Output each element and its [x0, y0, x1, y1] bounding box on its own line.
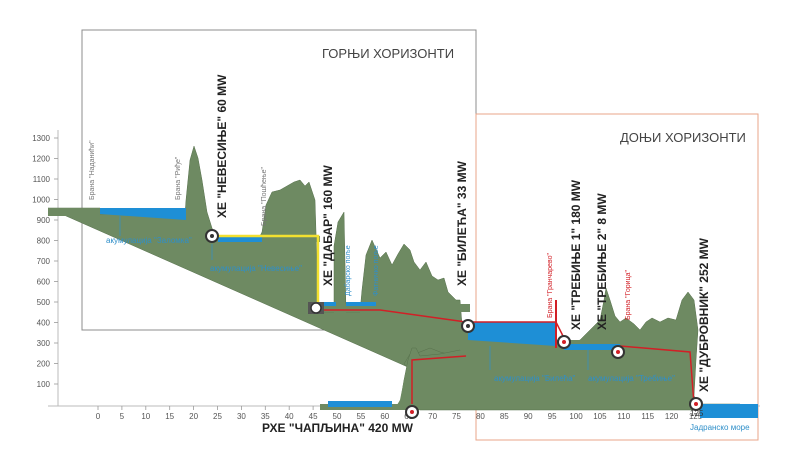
x-tick-label: 45: [309, 412, 318, 421]
tunnel-capljina: [411, 355, 467, 404]
reservoir-zalomka-water: [100, 208, 186, 220]
reservoir-bileca-label: акумулација "Билећа": [494, 374, 576, 383]
ground-strip-nevesinje: [210, 236, 320, 242]
plant-trebinje2-icon[interactable]: [611, 345, 625, 359]
field-dabarsko-label: Дабарско поље: [344, 245, 352, 296]
x-tick-label: 20: [189, 412, 198, 421]
tunnel-dabar-fatnica: [322, 309, 467, 323]
dam-rijeka-label: Брана "Риђе": [175, 156, 182, 200]
plant-bileca-icon[interactable]: [461, 319, 475, 333]
dam-grancarevo-label: Брана "Гранчарево": [547, 253, 554, 318]
x-tick-label: 60: [380, 412, 389, 421]
plant-dabar-label: ХЕ "ДАБАР" 160 MW: [321, 165, 335, 286]
adriatic-sea-water: [700, 404, 758, 418]
x-tick-label: 0: [96, 412, 101, 421]
reservoir-zalomka-label: акумулација "Заломка": [106, 236, 192, 245]
y-tick-label: 500: [37, 298, 51, 307]
plant-dubrovnik-icon[interactable]: [689, 397, 703, 411]
plant-nevesinje-icon[interactable]: [205, 229, 219, 243]
plant-nevesinje-label: ХЕ "НЕВЕСИЊЕ" 60 MW: [215, 74, 229, 218]
y-tick-label: 800: [37, 237, 51, 246]
x-tick-label: 55: [356, 412, 365, 421]
x-tick-label: 35: [261, 412, 270, 421]
ground-strip-dabar: [310, 304, 470, 312]
x-tick-label: 40: [285, 412, 294, 421]
x-tick-label: 70: [428, 412, 437, 421]
plant-trebinje1-icon[interactable]: [557, 335, 571, 349]
x-tick-label: 75: [452, 412, 461, 421]
plant-dabar-icon[interactable]: [308, 302, 324, 314]
x-tick-label: 95: [548, 412, 557, 421]
tunnel-nevesinje-dabar: [216, 234, 320, 304]
x-tick-label: 105: [593, 412, 607, 421]
x-tick-label: 125: [689, 412, 703, 421]
plant-capljina-icon[interactable]: [405, 405, 419, 419]
y-tick-label: 1200: [32, 155, 50, 164]
y-tick-label: 200: [37, 360, 51, 369]
reservoir-nevesinje-water: [218, 236, 262, 242]
y-tick-label: 600: [37, 278, 51, 287]
y-tick-label: 1000: [32, 196, 50, 205]
reservoir-nevesinje-label: акумулација "Невесиње": [210, 264, 302, 273]
x-tick-label: 5: [120, 412, 125, 421]
y-tick-label: 300: [37, 339, 51, 348]
x-tick-label: 30: [237, 412, 246, 421]
sea-km-label: 125: [690, 409, 704, 418]
x-tick-label: 100: [569, 412, 583, 421]
adriatic-sea-label: Јадранско море: [690, 423, 750, 432]
lower-horizons-frame: [475, 113, 759, 441]
x-tick-label: 25: [213, 412, 222, 421]
x-axis-ticks: 0510152025303540455055606570758085909510…: [96, 406, 703, 421]
y-tick-label: 700: [37, 257, 51, 266]
x-tick-label: 120: [665, 412, 679, 421]
x-tick-label: 115: [641, 412, 654, 421]
plant-capljina-label: РХЕ "ЧАПЉИНА" 420 MW: [262, 421, 414, 435]
field-fatnicko-label: Фатничко поље: [373, 245, 380, 296]
x-tick-label: 10: [141, 412, 150, 421]
plant-bileca-label: ХЕ "БИЛЕЋА" 33 MW: [455, 160, 469, 286]
ground-strip-left: [48, 208, 100, 216]
plant-trebinje1-label: ХЕ "ТРЕБИЊЕ 1" 180 MW: [569, 179, 583, 330]
reservoir-trebinje-water: [564, 344, 620, 350]
x-tick-label: 90: [524, 412, 533, 421]
capljina-lower-water: [328, 401, 392, 407]
x-tick-label: 110: [617, 412, 630, 421]
x-tick-label: 50: [333, 412, 342, 421]
y-tick-label: 1100: [33, 175, 51, 184]
x-tick-label: 15: [165, 412, 174, 421]
x-tick-label: 80: [476, 412, 485, 421]
y-tick-label: 100: [37, 380, 51, 389]
upper-horizons-title: ГОРЊИ ХОРИЗОНТИ: [322, 46, 454, 61]
water-fatnicko-field: [346, 302, 376, 306]
plant-trebinje2-label: ХЕ "ТРЕБИЊЕ 2" 8 MW: [595, 193, 609, 330]
tunnel-trebinje-dubrovnik: [619, 345, 695, 405]
reservoir-trebinje-label: акумулација "Требиње": [588, 374, 675, 383]
reservoir-bileca-water: [468, 322, 556, 346]
y-tick-label: 1300: [32, 134, 50, 143]
dam-nadanjici-label: Брана "Нaдaнићи": [88, 140, 96, 200]
dam-posljednje-label: Брана "Пошћење": [260, 167, 268, 226]
terrain-profile-capljina: [394, 350, 420, 410]
y-axis-ticks: 1300 1200 1100 1000 900 800 700 600 500 400 300 200…: [32, 134, 58, 389]
lower-horizons-title: ДОЊИ ХОРИЗОНТИ: [620, 130, 746, 145]
plant-dubrovnik-label: ХЕ "ДУБРОВНИК" 252 MW: [697, 237, 711, 392]
y-tick-label: 400: [37, 319, 51, 328]
dam-gorica-label: Брана "Горица": [625, 270, 632, 320]
x-tick-label: 85: [500, 412, 509, 421]
y-tick-label: 900: [37, 216, 51, 225]
